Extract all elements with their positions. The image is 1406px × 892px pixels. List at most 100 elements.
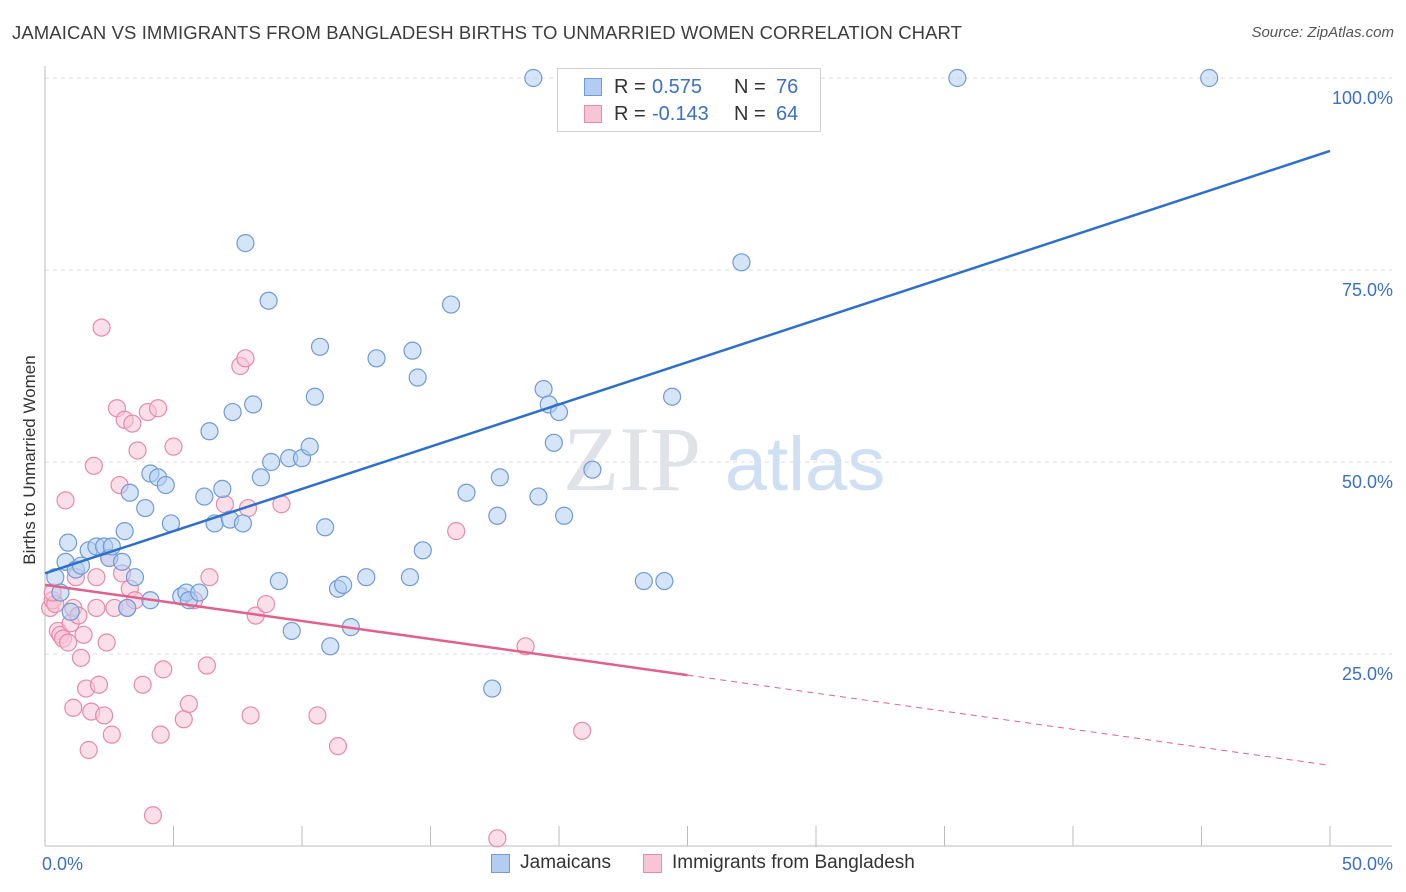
data-point — [59, 633, 78, 652]
data-point — [328, 737, 348, 756]
data-point — [483, 679, 502, 698]
legend-label-bangladesh: Immigrants from Bangladesh — [671, 852, 915, 873]
n-value: 76 — [776, 75, 799, 98]
data-point — [215, 495, 234, 514]
data-point — [179, 694, 199, 714]
trend-line-extension — [687, 674, 1331, 766]
data-point — [56, 491, 75, 510]
axes — [44, 66, 1392, 847]
data-point — [236, 234, 255, 253]
data-point — [573, 721, 592, 740]
data-point — [74, 625, 93, 644]
watermark-zip: ZIP — [563, 408, 701, 510]
watermark-atlas: atlas — [725, 422, 886, 507]
data-point — [583, 460, 602, 479]
data-point — [200, 568, 219, 587]
data-point — [136, 498, 155, 518]
data-point — [125, 568, 145, 587]
data-point — [310, 337, 330, 356]
data-point — [120, 483, 139, 502]
data-point — [457, 483, 476, 502]
data-point — [223, 402, 242, 422]
legend-label-jamaicans: Jamaicans — [520, 852, 611, 873]
data-point — [79, 740, 98, 760]
data-point — [282, 621, 301, 641]
tick-labels: 100.0% 75.0% 50.0% 25.0% 0.0% 50.0% — [42, 88, 1393, 874]
y-axis-title: Births to Unmarried Women — [20, 355, 39, 565]
data-point — [948, 68, 967, 88]
data-point — [236, 349, 255, 368]
data-point — [123, 414, 142, 433]
data-point — [154, 660, 173, 679]
data-point — [256, 594, 276, 614]
data-point — [233, 514, 252, 533]
legend-row-jamaicans: R = 0.575 N = 76 — [584, 75, 798, 99]
data-point — [732, 253, 751, 272]
data-point — [195, 487, 214, 506]
legend-swatch-jamaicans — [584, 78, 602, 96]
data-point — [259, 291, 278, 310]
r-label: R = — [614, 75, 646, 98]
trend-line — [44, 149, 1331, 575]
data-point — [662, 387, 682, 406]
data-point — [64, 698, 83, 717]
series-jamaicans-points — [46, 68, 1219, 698]
data-point — [143, 806, 163, 825]
legend-row-bangladesh: R = -0.143 N = 64 — [584, 102, 798, 126]
data-point — [534, 379, 553, 399]
data-point — [190, 583, 209, 602]
data-point — [92, 318, 111, 337]
n-label: N = — [734, 75, 766, 98]
data-point — [1200, 68, 1219, 88]
watermark: ZIP atlas — [563, 408, 885, 510]
data-point — [118, 598, 137, 618]
data-point — [447, 522, 466, 541]
data-point — [634, 571, 653, 591]
data-point — [241, 706, 260, 725]
data-point — [244, 395, 263, 414]
x-tick-label-left: 0.0% — [42, 854, 83, 874]
data-point — [151, 725, 170, 744]
data-point — [305, 387, 324, 406]
trend-lines — [44, 149, 1331, 766]
r-value: -0.143 — [652, 102, 709, 125]
data-point — [308, 706, 327, 725]
n-value: 64 — [776, 102, 799, 125]
data-point — [87, 598, 106, 618]
data-point — [164, 437, 183, 456]
data-point — [156, 475, 175, 495]
data-point — [197, 656, 217, 675]
source-label: Source: ZipAtlas.com — [1251, 24, 1394, 41]
data-point — [544, 433, 563, 452]
r-value: 0.575 — [652, 75, 703, 98]
data-point — [133, 675, 152, 694]
r-label: R = — [614, 102, 646, 125]
data-point — [529, 487, 548, 506]
data-point — [84, 456, 103, 475]
data-point — [408, 368, 427, 387]
data-point — [97, 633, 116, 652]
legend-item-jamaicans[interactable]: Jamaicans — [491, 852, 611, 874]
data-point — [71, 648, 91, 667]
data-point — [334, 575, 353, 594]
data-point — [148, 399, 168, 418]
data-point — [490, 468, 509, 487]
trend-line — [44, 583, 688, 677]
legend-item-bangladesh[interactable]: Immigrants from Bangladesh — [642, 852, 915, 874]
chart-title: JAMAICAN VS IMMIGRANTS FROM BANGLADESH B… — [12, 22, 963, 43]
y-tick-label: 50.0% — [1342, 472, 1393, 492]
data-point — [61, 602, 80, 621]
bottom-legend: Jamaicans Immigrants from Bangladesh — [0, 852, 1406, 874]
data-point — [262, 452, 281, 472]
data-point — [400, 568, 420, 587]
data-point — [59, 533, 78, 552]
x-tick-label-right: 50.0% — [1342, 854, 1393, 874]
data-point — [95, 706, 114, 725]
data-point — [128, 441, 147, 460]
data-point — [112, 552, 132, 571]
y-tick-label: 25.0% — [1342, 664, 1393, 684]
data-point — [102, 725, 121, 744]
legend-swatch-bangladesh — [584, 105, 602, 123]
data-point — [269, 571, 288, 591]
